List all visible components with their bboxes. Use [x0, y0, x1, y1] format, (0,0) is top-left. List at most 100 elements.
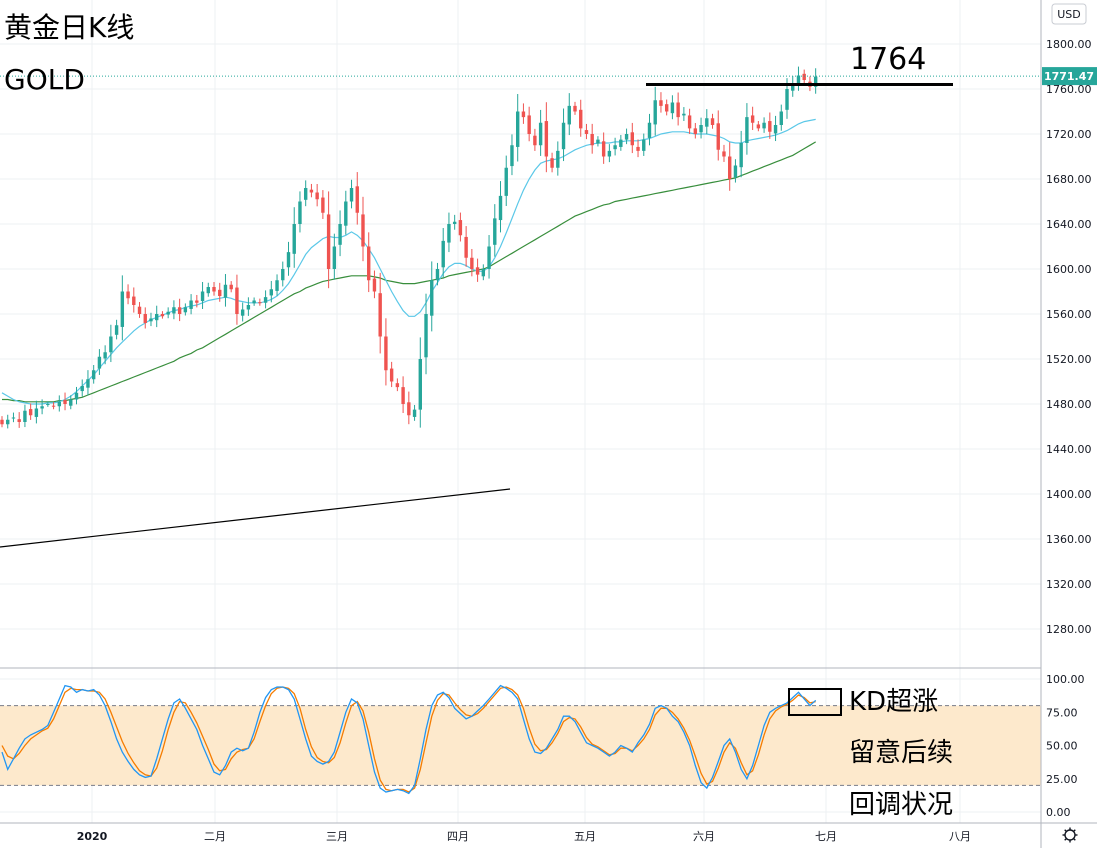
candle	[303, 180, 308, 207]
candle	[739, 130, 743, 178]
candle	[791, 76, 795, 97]
candle	[218, 282, 222, 302]
price-tick-label: 1280.00	[1046, 623, 1092, 636]
candle	[338, 210, 342, 257]
candle	[149, 312, 153, 327]
candle	[573, 101, 577, 115]
candle	[745, 103, 749, 155]
candle	[0, 416, 4, 428]
candle	[17, 412, 21, 428]
trend-line[interactable]	[0, 488, 511, 548]
candle	[40, 399, 44, 415]
candle	[516, 94, 520, 162]
gear-icon[interactable]	[1062, 827, 1078, 843]
candle	[172, 300, 176, 320]
candle	[630, 122, 634, 154]
candle	[246, 297, 251, 316]
time-tick-label: 五月	[574, 830, 596, 843]
price-tick-label: 1600.00	[1046, 263, 1092, 276]
candle	[286, 241, 291, 276]
grid-lines	[0, 0, 1041, 823]
price-tick-label: 1760.00	[1046, 83, 1092, 96]
candle	[550, 152, 554, 173]
candle	[298, 191, 302, 233]
candle	[86, 370, 90, 396]
candle	[109, 324, 113, 363]
candle	[716, 110, 720, 161]
candle	[91, 364, 96, 384]
candle	[120, 275, 125, 341]
candle	[11, 412, 16, 423]
candle	[441, 227, 445, 279]
candle	[647, 113, 652, 146]
candle	[223, 274, 228, 307]
kd-tick-label: 50.00	[1046, 740, 1078, 753]
candle	[361, 196, 365, 262]
moving-averages	[1, 118, 817, 405]
candle	[619, 134, 623, 151]
candle	[613, 137, 617, 156]
candle	[143, 307, 147, 329]
candle	[229, 281, 233, 293]
time-tick-label: 八月	[949, 830, 971, 843]
last-price-value: 1771.47	[1044, 70, 1094, 83]
currency-badge[interactable]	[1051, 3, 1087, 25]
candle	[69, 395, 73, 410]
candle	[544, 102, 549, 173]
candle	[779, 104, 783, 131]
candle	[103, 345, 107, 365]
candle	[378, 272, 382, 354]
candle	[538, 109, 543, 156]
candle	[355, 172, 359, 225]
time-tick-label: 二月	[204, 830, 226, 843]
candle	[252, 297, 256, 306]
candle	[813, 68, 818, 94]
price-tick-label: 1640.00	[1046, 218, 1092, 231]
time-tick-label: 2020	[77, 830, 108, 843]
candle	[510, 134, 514, 176]
candle	[567, 93, 571, 136]
candle	[601, 132, 606, 164]
candle	[321, 190, 325, 219]
candle	[676, 92, 680, 126]
kd-tick-label: 0.00	[1046, 806, 1071, 819]
candle	[183, 303, 188, 316]
candle	[682, 107, 686, 122]
candle	[126, 284, 130, 305]
candle	[796, 66, 801, 91]
candle	[395, 378, 400, 392]
price-axis-ticks: 1800.00 1760.00 1720.00 1680.00 1640.00 1600.…	[1046, 38, 1092, 636]
price-tick-label: 1800.00	[1046, 38, 1092, 51]
time-tick-label: 七月	[815, 830, 837, 843]
candle	[733, 159, 738, 183]
candle	[664, 99, 669, 116]
candle	[258, 298, 262, 306]
candle	[636, 139, 640, 158]
candle	[6, 414, 10, 429]
kd-overbought-oversold-band	[0, 705, 1041, 786]
candle	[269, 280, 274, 303]
candle	[653, 86, 657, 136]
candle	[212, 282, 216, 296]
candlestick-series	[0, 66, 818, 429]
candle	[263, 290, 268, 309]
currency-label: USD	[1057, 8, 1081, 21]
candle	[200, 281, 205, 309]
candle	[195, 294, 199, 308]
kd-axis-ticks: 100.00 75.00 50.00 25.00 0.00	[1046, 673, 1085, 819]
time-tick-label: 三月	[326, 830, 348, 843]
candle	[63, 392, 67, 411]
last-price-badge	[1042, 67, 1097, 86]
candle	[481, 264, 486, 281]
candle	[160, 311, 165, 319]
candle	[687, 108, 692, 134]
candle	[556, 141, 560, 176]
candle	[584, 123, 589, 140]
candle	[670, 95, 675, 120]
price-tick-label: 1320.00	[1046, 578, 1092, 591]
candle	[155, 305, 159, 328]
kd-highlight-box[interactable]	[788, 688, 842, 716]
candle	[315, 183, 319, 207]
candle	[756, 120, 761, 132]
